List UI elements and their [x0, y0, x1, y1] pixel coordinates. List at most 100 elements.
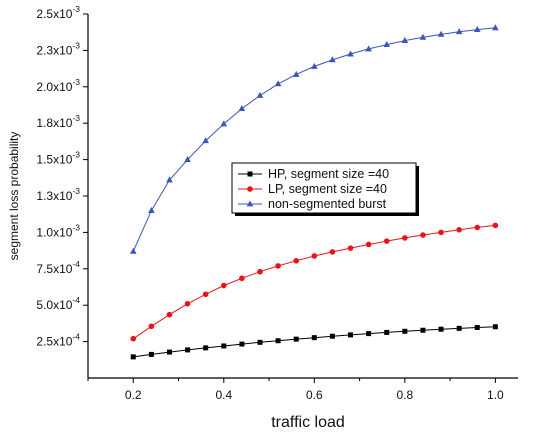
data-point — [456, 325, 462, 331]
legend-entry-1: HP, segment size =40 — [238, 167, 389, 181]
data-point — [239, 341, 245, 347]
data-point — [492, 222, 499, 229]
data-point — [202, 291, 209, 298]
data-point — [185, 347, 191, 353]
data-point — [347, 50, 354, 57]
legend-box — [231, 162, 417, 214]
data-point — [292, 70, 300, 77]
series-2 — [130, 222, 499, 342]
data-point — [166, 176, 173, 183]
data-point — [184, 156, 191, 162]
x-axis-title: traffic load — [271, 414, 345, 431]
data-point — [438, 326, 444, 332]
data-point — [437, 30, 445, 37]
legend-label: LP, segment size =40 — [268, 182, 387, 196]
data-point — [274, 80, 282, 87]
legend-marker — [246, 200, 254, 207]
data-point — [202, 137, 209, 144]
data-point — [129, 247, 137, 254]
data-point — [293, 336, 299, 342]
data-point — [311, 62, 318, 69]
data-point — [402, 328, 408, 334]
y-tick-label: 2.0x10-3 — [36, 77, 80, 94]
data-point — [239, 275, 245, 282]
data-point — [492, 24, 499, 31]
x-tick-label: 1.0 — [487, 388, 504, 402]
series-line — [133, 224, 496, 340]
y-tick-label: 1.3x10-3 — [36, 186, 80, 203]
data-point — [148, 351, 154, 357]
data-point — [492, 324, 498, 330]
y-tick-label: 2.5x10-3 — [36, 4, 80, 21]
y-tick-label: 2.3x10-3 — [36, 40, 80, 57]
data-point — [329, 249, 336, 255]
legend-entry-2: LP, segment size =40 — [238, 182, 387, 196]
data-point — [456, 226, 462, 233]
data-point — [148, 206, 155, 213]
data-point — [455, 28, 463, 35]
data-point — [220, 120, 228, 127]
legend-label: HP, segment size =40 — [268, 167, 389, 181]
data-point — [148, 323, 155, 330]
data-point — [438, 229, 444, 236]
data-point — [383, 238, 390, 244]
series-3 — [129, 24, 499, 254]
data-point — [221, 343, 227, 349]
y-tick-label: 2.5x10-4 — [36, 332, 80, 349]
data-point — [365, 45, 372, 52]
data-point — [383, 40, 391, 47]
data-point — [347, 245, 354, 251]
data-point — [256, 91, 264, 98]
data-point — [474, 224, 481, 231]
data-point — [184, 300, 191, 307]
data-point — [419, 33, 427, 40]
data-point — [166, 349, 172, 355]
y-axis-title: segment loss probability — [7, 132, 21, 261]
data-point — [420, 327, 426, 333]
series-line — [132, 27, 496, 252]
data-point — [130, 354, 136, 360]
y-axis-ticks: 2.5x10-4 5.0x10-4 7.5x10-4 1.0x10-3 1.3x10-3… — [36, 4, 88, 349]
data-point — [275, 263, 281, 269]
data-point — [311, 335, 317, 341]
legend-marker — [247, 186, 253, 192]
y-tick-label: 7.5x10-4 — [36, 259, 80, 276]
x-tick-label: 0.6 — [306, 388, 323, 402]
data-point — [348, 332, 354, 338]
series-1 — [130, 324, 498, 360]
y-tick-label: 1.5x10-3 — [36, 150, 80, 167]
y-tick-label: 1.0x10-3 — [36, 222, 80, 239]
data-point — [384, 329, 390, 335]
data-point — [220, 282, 227, 289]
data-point — [366, 331, 372, 337]
data-point — [402, 235, 408, 241]
data-point — [275, 338, 281, 344]
y-tick-label: 1.8x10-3 — [36, 113, 80, 130]
x-tick-label: 0.2 — [125, 388, 142, 402]
data-point — [473, 25, 481, 32]
data-point — [130, 335, 137, 342]
data-point — [238, 105, 246, 112]
data-point — [474, 324, 480, 330]
legend-label: non-segmented burst — [268, 197, 387, 211]
data-point — [401, 37, 409, 44]
legend-marker — [247, 171, 253, 177]
data-point — [203, 345, 209, 351]
legend-entry-3: non-segmented burst — [238, 197, 387, 211]
x-tick-label: 0.4 — [215, 388, 232, 402]
x-tick-label: 0.8 — [396, 388, 413, 402]
data-point — [329, 56, 336, 63]
data-point — [257, 268, 263, 275]
data-point — [166, 311, 173, 318]
data-point — [293, 257, 300, 264]
x-axis-ticks: 0.2 0.4 0.6 0.8 1.0 — [87, 378, 504, 402]
y-tick-label: 5.0x10-4 — [36, 295, 80, 312]
data-point — [257, 339, 263, 345]
data-point — [311, 253, 318, 259]
data-point — [365, 241, 372, 248]
data-point — [420, 232, 426, 238]
series-layer — [129, 24, 499, 360]
data-point — [329, 333, 335, 339]
